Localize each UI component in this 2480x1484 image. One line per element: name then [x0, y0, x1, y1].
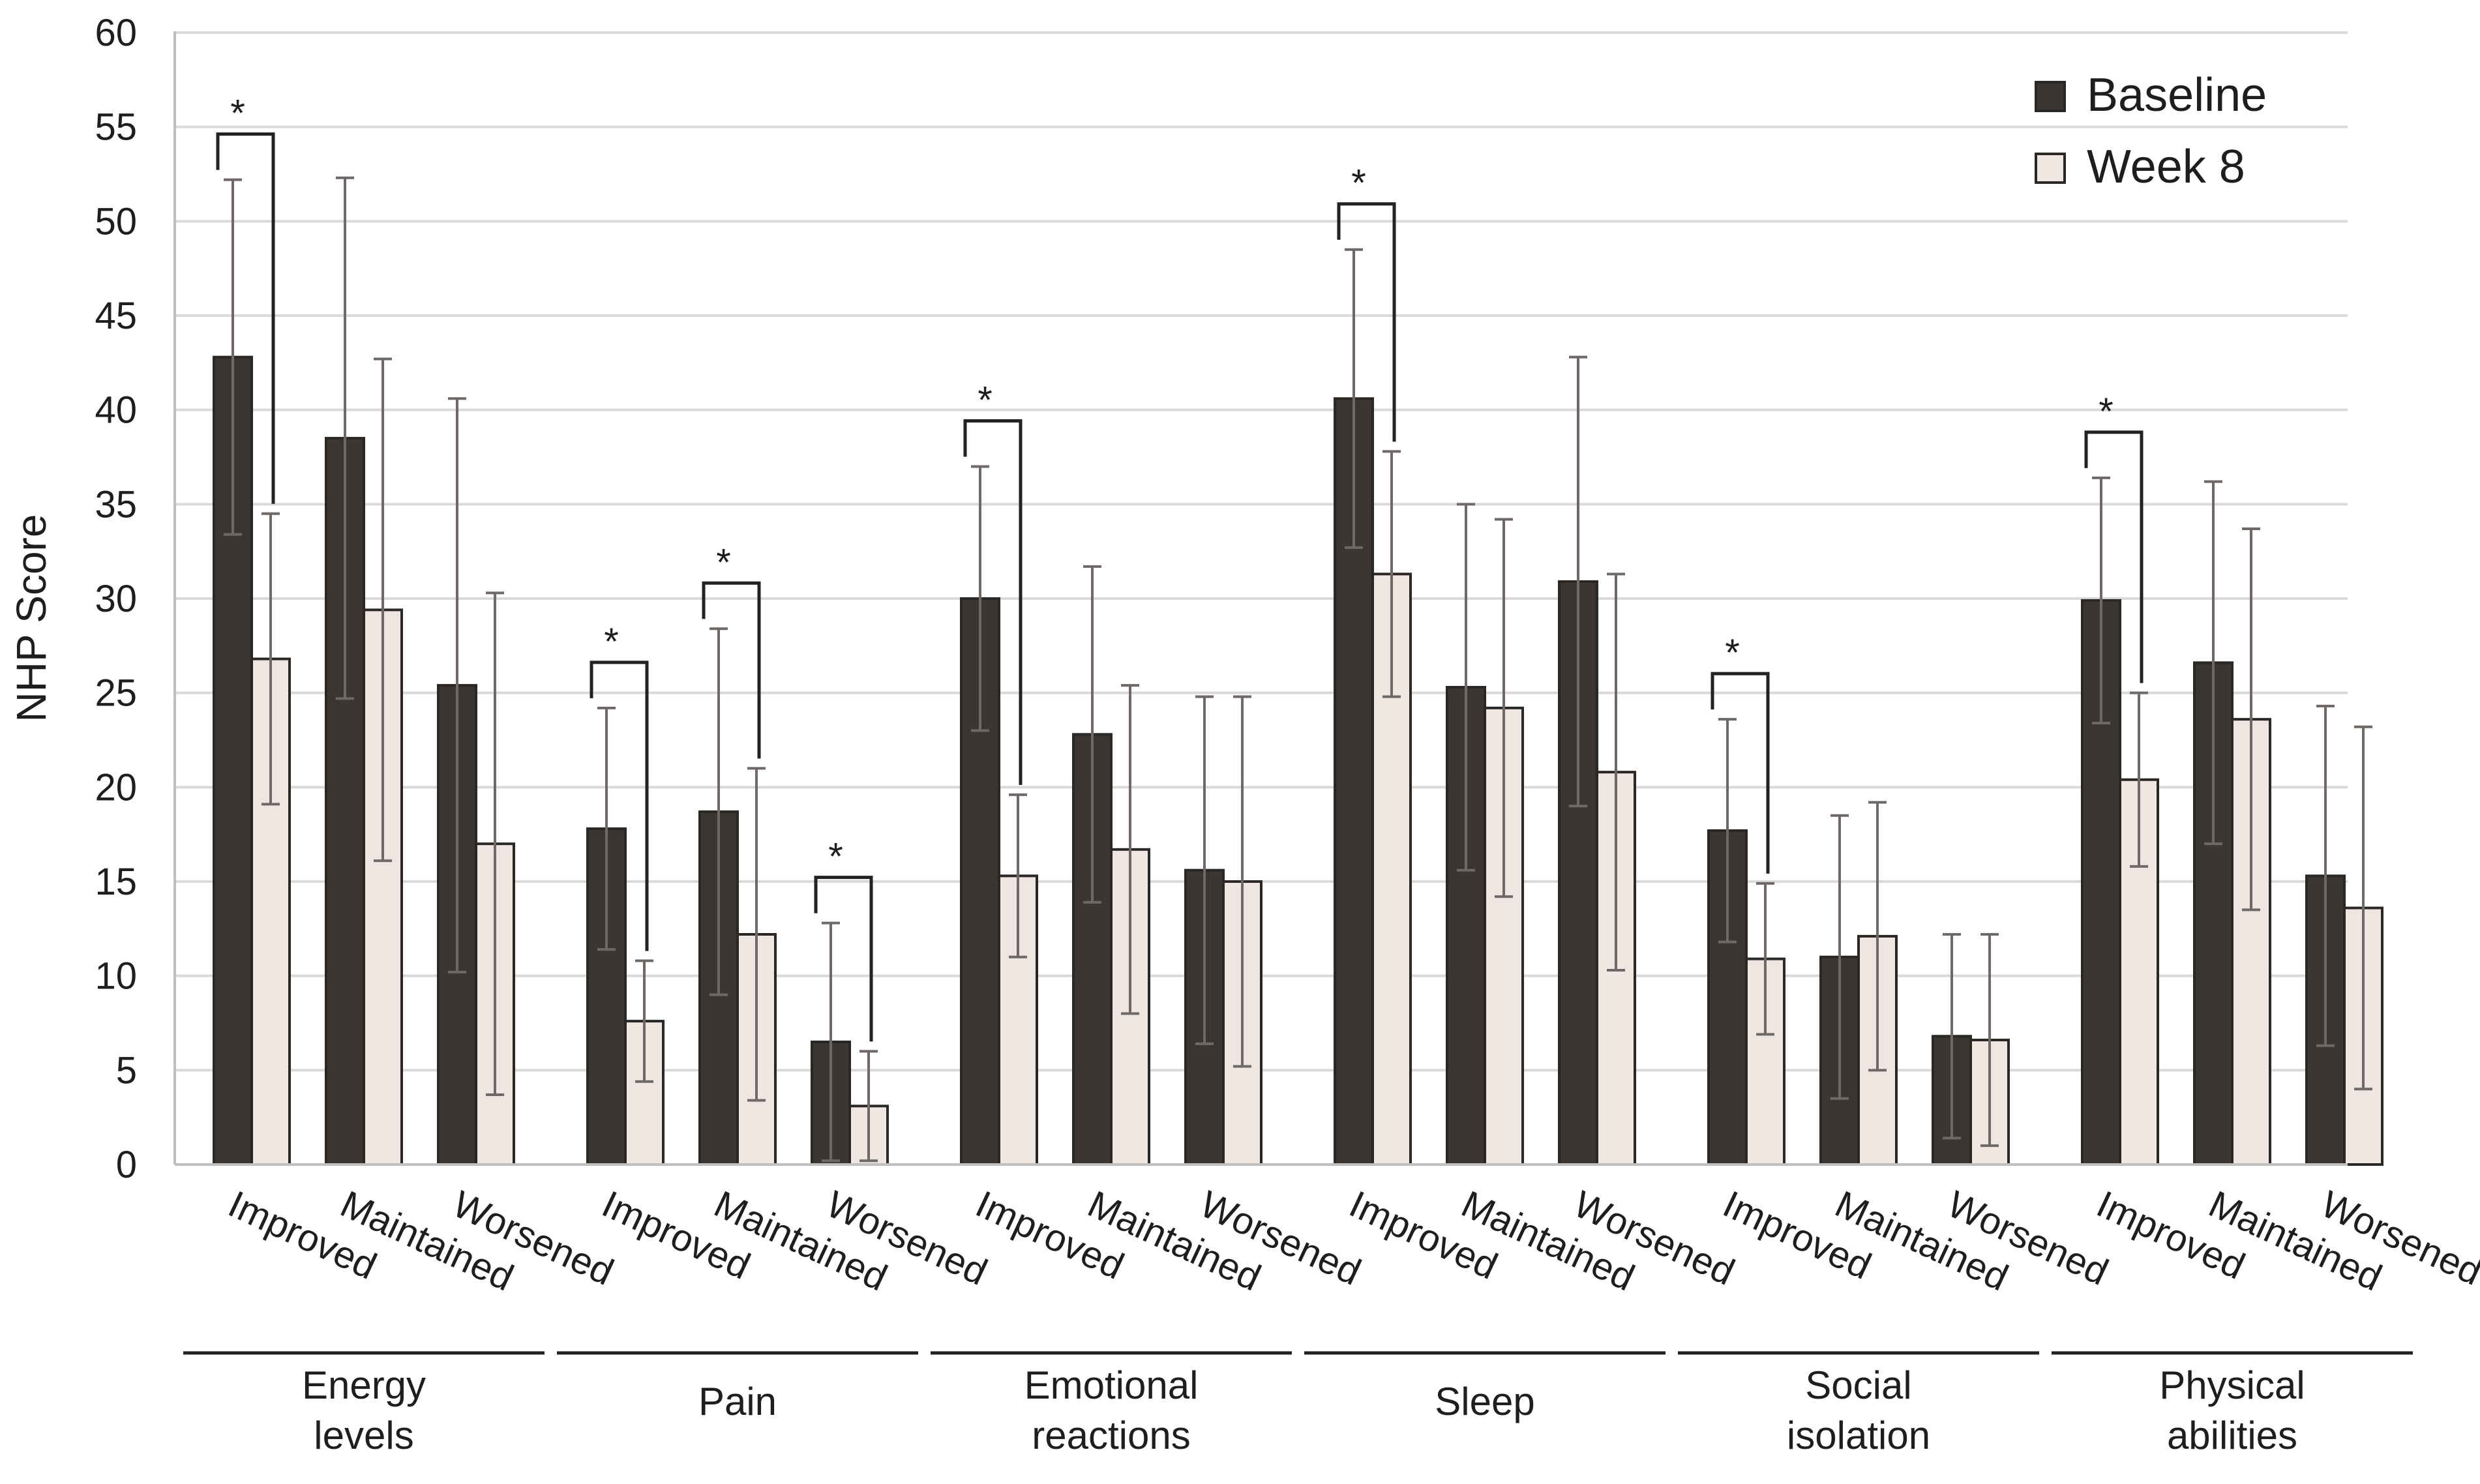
significance-marker: *	[230, 93, 245, 135]
significance-marker: *	[716, 541, 731, 584]
group-label: isolation	[1787, 1414, 1930, 1457]
significance-bracket	[963, 419, 1023, 785]
y-tick-label: 55	[95, 106, 137, 149]
bars: * * * * * * * *	[213, 93, 2383, 1166]
legend-label-week8: Week 8	[2087, 141, 2245, 193]
y-tick-label: 30	[95, 578, 137, 620]
significance-marker: *	[1725, 632, 1740, 674]
significance-bracket	[1337, 202, 1396, 442]
y-tick-label: 35	[95, 483, 137, 526]
group-label: levels	[314, 1414, 413, 1457]
significance-bracket	[814, 876, 873, 1042]
y-tick-label: 10	[95, 955, 137, 998]
y-axis: 0 5 10 15 20 25 30 35 40 45 50 55 60 NHP Score	[8, 12, 2348, 1186]
y-axis-title: NHP Score	[8, 514, 55, 722]
y-tick-label: 40	[95, 389, 137, 432]
legend-swatch-week8	[2035, 153, 2066, 184]
y-tick-label: 0	[116, 1144, 137, 1186]
y-tick-label: 45	[95, 295, 137, 337]
group-label: Pain	[698, 1380, 777, 1423]
y-tick-label: 25	[95, 672, 137, 715]
significance-bracket	[590, 660, 649, 951]
significance-bracket	[1711, 672, 1770, 874]
significance-bracket	[702, 581, 761, 759]
y-tick-label: 20	[95, 766, 137, 809]
legend-swatch-baseline	[2035, 81, 2066, 112]
gridlines	[175, 31, 2348, 1072]
y-tick-label: 60	[95, 12, 137, 54]
y-tick-label: 15	[95, 861, 137, 903]
group-label: Emotional	[1024, 1363, 1199, 1407]
legend: Baseline Week 8	[2035, 69, 2267, 193]
y-tick-label: 50	[95, 200, 137, 243]
group-label: Sleep	[1435, 1380, 1534, 1423]
category-labels: ImprovedMaintainedWorsenedEnergylevelsIm…	[183, 1183, 2480, 1457]
significance-marker: *	[1351, 162, 1366, 205]
significance-marker: *	[978, 379, 993, 421]
group-label: abilities	[2167, 1414, 2297, 1457]
group-label: reactions	[1032, 1414, 1190, 1457]
y-tick-label: 5	[116, 1049, 137, 1091]
significance-marker: *	[828, 836, 843, 878]
significance-marker: *	[604, 621, 619, 663]
group-label: Physical	[2159, 1363, 2305, 1407]
group-label: Social	[1805, 1363, 1911, 1407]
significance-bracket	[2084, 430, 2144, 683]
significance-marker: *	[2099, 391, 2114, 433]
significance-bracket	[216, 132, 275, 504]
group-label: Energy	[302, 1363, 426, 1407]
legend-label-baseline: Baseline	[2087, 69, 2267, 121]
